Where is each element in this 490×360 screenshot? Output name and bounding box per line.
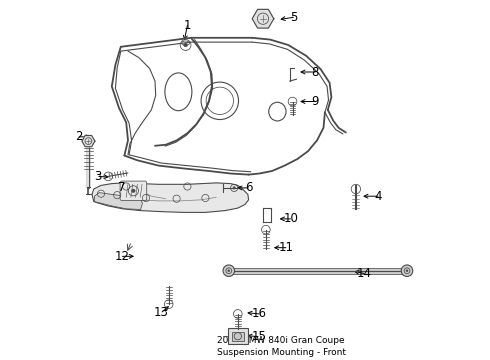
Text: 2023 BMW 840i Gran Coupe
Suspension Mounting - Front: 2023 BMW 840i Gran Coupe Suspension Moun… bbox=[217, 336, 345, 357]
Circle shape bbox=[406, 270, 408, 272]
Circle shape bbox=[228, 270, 230, 272]
Polygon shape bbox=[252, 9, 274, 28]
Text: 6: 6 bbox=[245, 181, 252, 194]
Circle shape bbox=[401, 265, 413, 276]
Text: 12: 12 bbox=[114, 250, 129, 263]
Text: 1: 1 bbox=[184, 19, 191, 32]
Circle shape bbox=[233, 187, 236, 189]
Text: 4: 4 bbox=[374, 190, 382, 203]
FancyBboxPatch shape bbox=[228, 328, 248, 344]
Text: 16: 16 bbox=[252, 307, 267, 320]
Text: 10: 10 bbox=[284, 212, 298, 225]
FancyBboxPatch shape bbox=[120, 181, 147, 201]
Text: 3: 3 bbox=[95, 170, 102, 183]
Text: 11: 11 bbox=[279, 241, 294, 254]
Text: 5: 5 bbox=[290, 11, 297, 24]
Text: 14: 14 bbox=[357, 267, 372, 280]
Text: 9: 9 bbox=[312, 95, 319, 108]
Text: 13: 13 bbox=[154, 306, 169, 319]
Circle shape bbox=[184, 43, 188, 47]
Text: 8: 8 bbox=[312, 66, 319, 78]
Polygon shape bbox=[92, 183, 248, 212]
Circle shape bbox=[223, 265, 235, 276]
Text: 2: 2 bbox=[75, 130, 82, 143]
Text: 15: 15 bbox=[251, 330, 266, 343]
Polygon shape bbox=[95, 193, 143, 210]
Text: 7: 7 bbox=[118, 181, 125, 194]
Circle shape bbox=[132, 189, 135, 193]
FancyBboxPatch shape bbox=[232, 332, 244, 341]
Polygon shape bbox=[82, 135, 95, 147]
